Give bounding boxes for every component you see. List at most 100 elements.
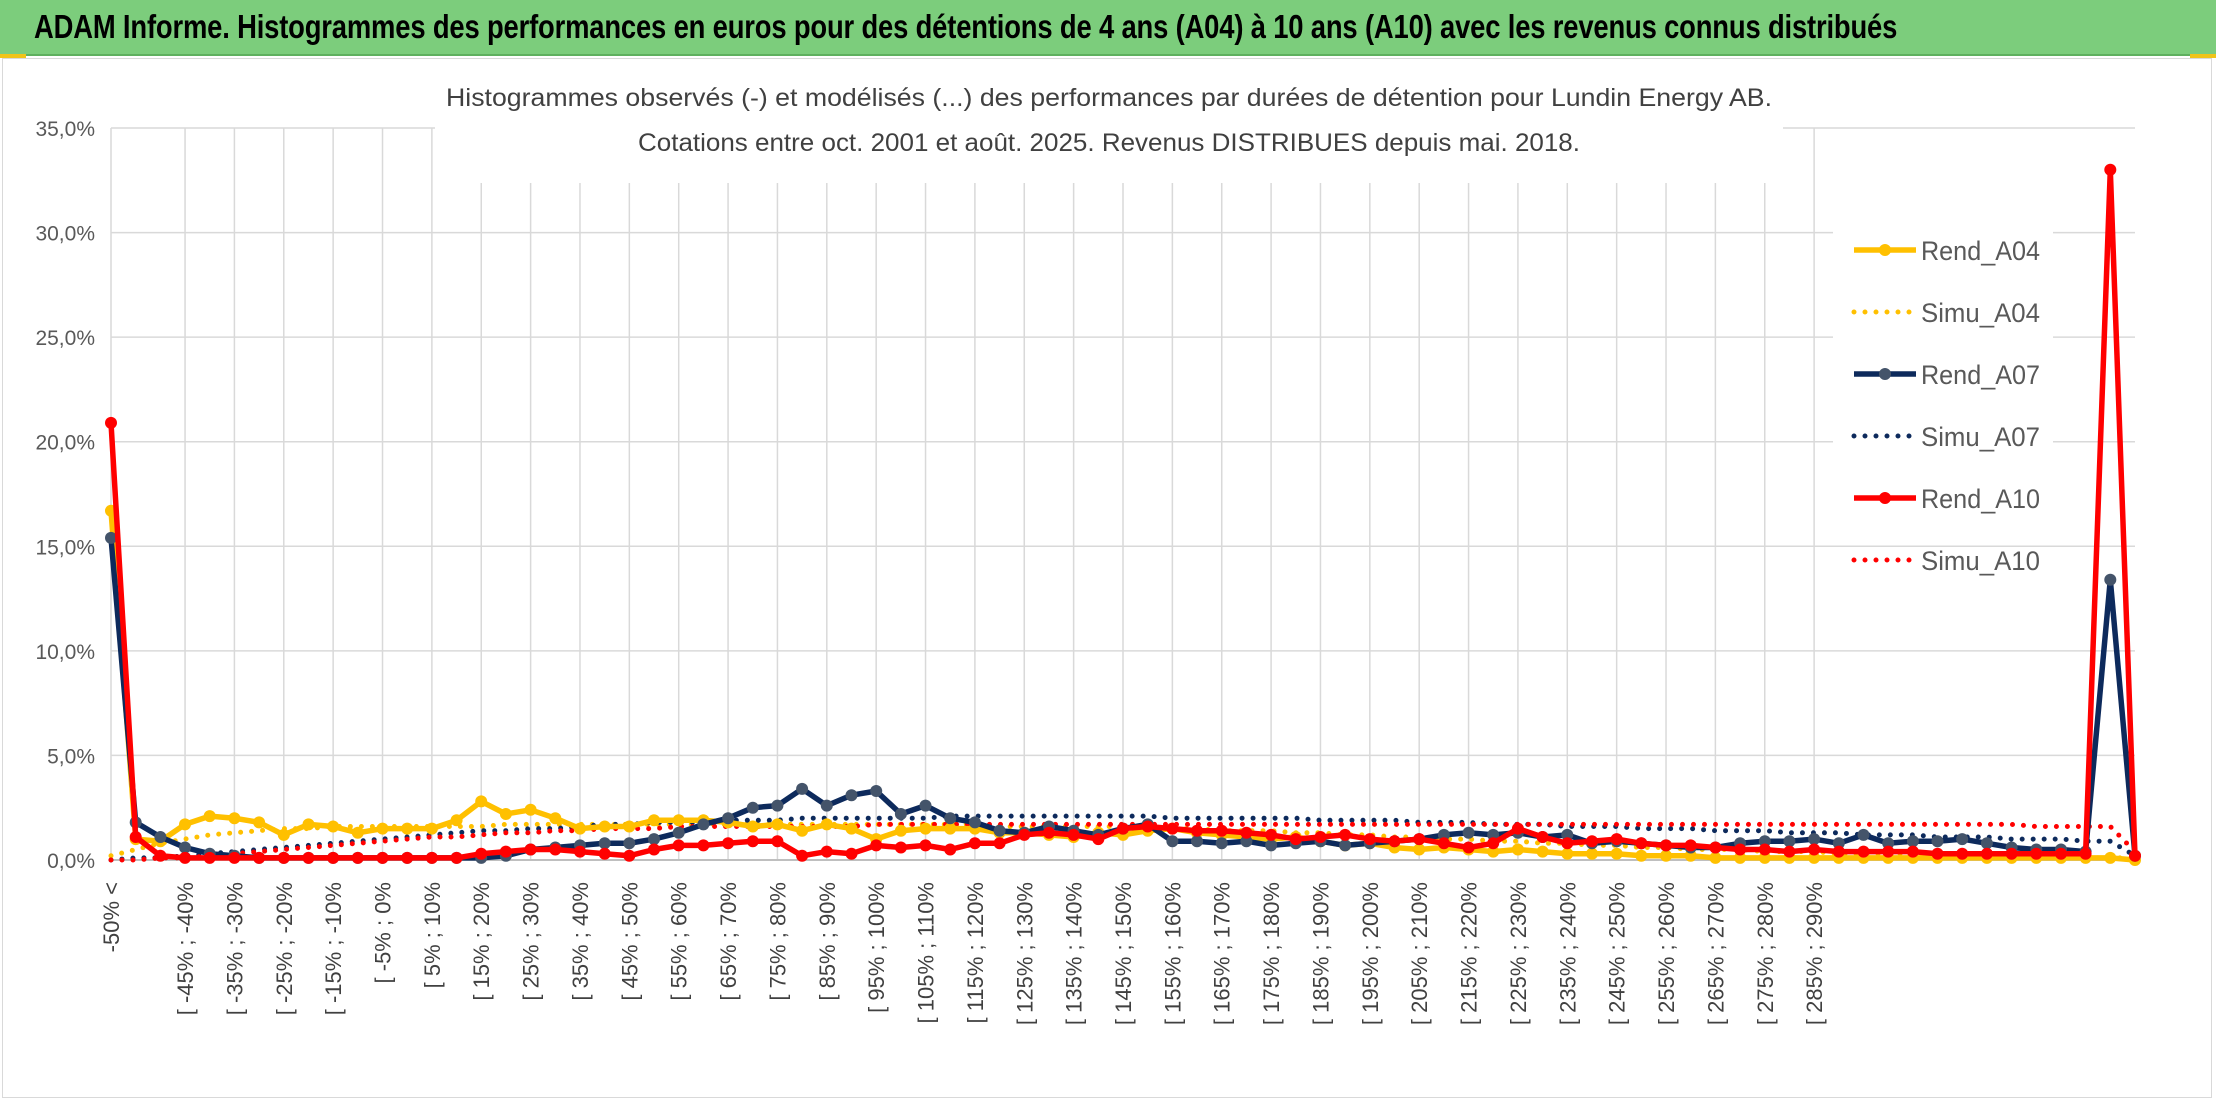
data-point xyxy=(203,810,216,823)
data-point xyxy=(894,808,907,820)
data-point xyxy=(1980,847,1993,860)
x-tick-label: [ 195% ; 200% xyxy=(1358,882,1383,1025)
x-tick-label: [ -5% ; 0% xyxy=(371,882,396,983)
data-point xyxy=(1462,841,1475,854)
x-tick-label: [ 205% ; 210% xyxy=(1407,882,1432,1025)
data-point xyxy=(1437,828,1450,841)
y-tick-label: 10,0% xyxy=(35,641,95,664)
legend-marker xyxy=(1879,492,1891,504)
x-tick-label: [ 125% ; 130% xyxy=(1012,882,1037,1025)
gridlines xyxy=(110,127,2135,861)
data-point xyxy=(746,835,759,848)
data-point xyxy=(499,808,512,820)
data-point xyxy=(1734,851,1747,864)
x-tick-label: [ 5% ; 10% xyxy=(420,882,445,988)
y-tick-label: 25,0% xyxy=(35,327,95,350)
data-point xyxy=(1487,837,1500,850)
x-tick-label: [ 285% ; 290% xyxy=(1802,882,1827,1025)
data-point xyxy=(450,851,463,864)
data-point xyxy=(1610,833,1623,846)
series-simu-a07 xyxy=(108,813,2138,863)
data-point xyxy=(1758,843,1771,856)
x-tick-label: [ 175% ; 180% xyxy=(1259,882,1284,1025)
data-point xyxy=(598,837,611,850)
data-point xyxy=(475,847,488,860)
data-point xyxy=(672,826,685,839)
data-point xyxy=(1906,845,1919,858)
x-tick-label: [ -45% ; -40% xyxy=(173,882,198,1015)
x-tick-label: [ 235% ; 240% xyxy=(1555,882,1580,1025)
data-point xyxy=(1783,835,1796,848)
data-point xyxy=(1758,851,1771,864)
data-point xyxy=(1289,833,1302,846)
data-point xyxy=(105,531,117,544)
x-tick-label: [ 95% ; 100% xyxy=(864,882,889,1013)
data-point xyxy=(919,822,932,835)
data-point xyxy=(1684,839,1697,852)
data-point xyxy=(1265,828,1278,841)
x-tick-label: [ 245% ; 250% xyxy=(1605,882,1630,1025)
data-point xyxy=(1684,849,1697,862)
data-point xyxy=(771,799,784,812)
data-point xyxy=(1660,839,1672,852)
data-point xyxy=(1709,841,1722,854)
legend-item: Rend_A10 xyxy=(1854,484,2040,514)
x-tick-label: [ 155% ; 160% xyxy=(1160,882,1185,1025)
report-title: ADAM Informe. Histogrammes des performan… xyxy=(34,8,1898,45)
data-point xyxy=(870,785,883,797)
legend-label: Simu_A04 xyxy=(1921,298,2040,328)
data-point xyxy=(1783,845,1796,858)
data-point xyxy=(2030,847,2043,860)
legend-marker xyxy=(1879,368,1891,380)
corner-accent-right xyxy=(2190,54,2216,58)
data-point xyxy=(549,812,562,825)
chart-title: Histogrammes observés (-) et modélisés (… xyxy=(446,84,1772,112)
x-tick-label: [ 115% ; 120% xyxy=(963,882,988,1023)
data-point xyxy=(1511,843,1524,856)
data-point xyxy=(401,822,414,835)
data-point xyxy=(1536,845,1549,858)
data-point xyxy=(1586,835,1598,848)
chart-frame: Histogrammes observés (-) et modélisés (… xyxy=(2,58,2212,1098)
data-point xyxy=(327,820,340,833)
data-point xyxy=(253,851,266,864)
data-point xyxy=(1808,833,1821,846)
x-tick-label: [ 275% ; 280% xyxy=(1753,882,1778,1025)
data-point xyxy=(746,801,759,814)
data-point xyxy=(820,818,833,831)
data-point xyxy=(376,851,389,864)
x-tick-label: [ 45% ; 50% xyxy=(617,882,642,1001)
data-point xyxy=(499,845,512,858)
data-point xyxy=(672,814,685,827)
x-tick-label: [ 265% ; 270% xyxy=(1703,882,1728,1025)
report-banner: ADAM Informe. Histogrammes des performan… xyxy=(0,0,2216,56)
data-point xyxy=(1067,828,1080,841)
data-point xyxy=(1882,837,1895,850)
data-point xyxy=(302,818,315,831)
data-point xyxy=(179,841,191,854)
x-tick-label: [ 215% ; 220% xyxy=(1457,882,1482,1025)
data-point xyxy=(623,820,636,833)
data-point xyxy=(1561,828,1574,841)
series-simu-a04 xyxy=(108,821,2138,861)
data-point xyxy=(129,831,142,843)
data-point xyxy=(796,849,809,862)
data-point xyxy=(1117,822,1129,835)
data-point xyxy=(1166,835,1179,848)
legend: Rend_A04 Simu_A04 Rend_A07 Simu_A07 Rend_A10… xyxy=(1833,219,2053,576)
data-point xyxy=(1487,828,1500,841)
data-point xyxy=(524,803,537,816)
legend-label: Rend_A07 xyxy=(1921,360,2040,390)
legend-label: Rend_A04 xyxy=(1921,236,2040,266)
x-tick-label: [ 185% ; 190% xyxy=(1308,882,1333,1025)
data-point xyxy=(870,839,883,852)
data-point xyxy=(796,782,809,795)
data-point xyxy=(2129,849,2141,862)
data-point xyxy=(1857,845,1870,858)
data-point xyxy=(105,416,117,429)
data-point xyxy=(771,835,784,848)
data-point xyxy=(1709,851,1722,864)
data-point xyxy=(1413,843,1426,856)
x-tick-label: [ 35% ; 40% xyxy=(568,882,593,1001)
legend-item: Rend_A07 xyxy=(1854,360,2040,390)
